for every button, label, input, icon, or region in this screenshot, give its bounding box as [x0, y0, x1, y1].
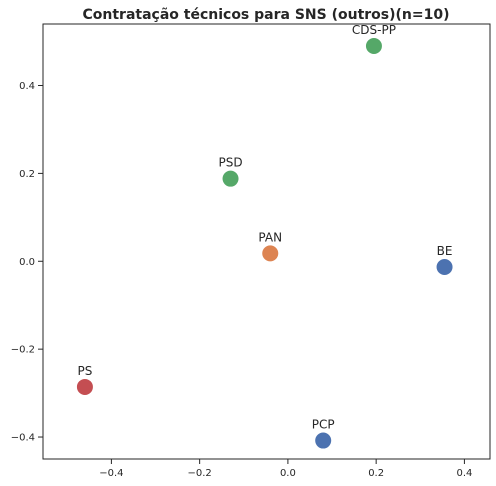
x-tick-label: 0.2: [368, 468, 384, 479]
data-label: PCP: [312, 418, 335, 432]
x-tick-label: −0.4: [99, 468, 123, 479]
data-label: PS: [77, 364, 92, 378]
x-tick-label: 0.0: [280, 468, 296, 479]
data-label: CDS-PP: [352, 23, 396, 37]
y-tick-label: 0.4: [19, 81, 35, 92]
plot-frame: [42, 23, 491, 460]
data-point: [221, 169, 240, 188]
data-label: PAN: [258, 230, 282, 244]
chart-title: Contratação técnicos para SNS (outros)(n…: [82, 7, 449, 23]
x-tick-label: 0.4: [456, 468, 472, 479]
data-point: [261, 244, 280, 263]
data-label: BE: [437, 244, 453, 258]
data-label: PSD: [218, 156, 242, 170]
data-point: [435, 257, 454, 276]
x-tick-label: −0.2: [188, 468, 212, 479]
data-point: [364, 36, 383, 55]
data-point: [314, 431, 333, 450]
data-point: [75, 377, 94, 396]
y-tick-label: 0.0: [19, 257, 35, 268]
y-tick-label: −0.2: [11, 345, 35, 356]
y-tick-label: −0.4: [11, 433, 35, 444]
y-tick-label: 0.2: [19, 169, 35, 180]
